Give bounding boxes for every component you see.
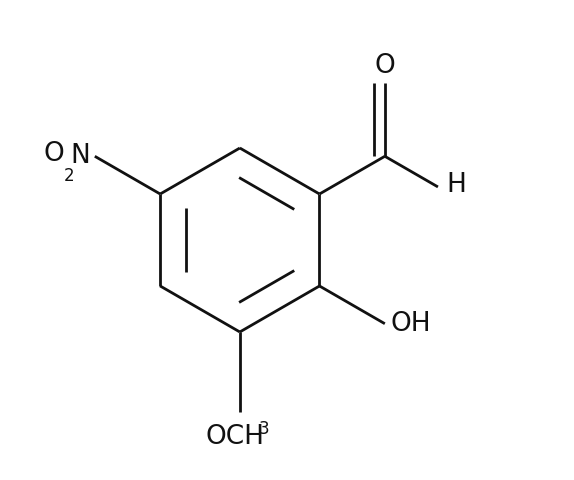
Text: H: H	[447, 171, 466, 198]
Text: OCH: OCH	[205, 424, 265, 450]
Text: O: O	[44, 141, 64, 167]
Text: OH: OH	[390, 311, 431, 337]
Text: N: N	[71, 143, 90, 169]
Text: 2: 2	[64, 167, 75, 185]
Text: 3: 3	[259, 420, 270, 438]
Text: O: O	[374, 53, 395, 79]
